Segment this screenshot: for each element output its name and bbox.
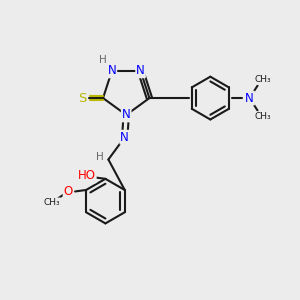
Text: H: H — [96, 152, 104, 161]
Text: H: H — [99, 56, 107, 65]
Text: N: N — [120, 131, 129, 144]
Text: HO: HO — [78, 169, 96, 182]
Text: N: N — [136, 64, 145, 77]
Text: CH₃: CH₃ — [44, 198, 60, 207]
Text: S: S — [78, 92, 86, 105]
Text: N: N — [245, 92, 254, 105]
Text: O: O — [64, 185, 73, 198]
Text: CH₃: CH₃ — [254, 75, 271, 84]
Text: N: N — [107, 64, 116, 77]
Text: CH₃: CH₃ — [254, 112, 271, 121]
Text: N: N — [122, 108, 130, 122]
